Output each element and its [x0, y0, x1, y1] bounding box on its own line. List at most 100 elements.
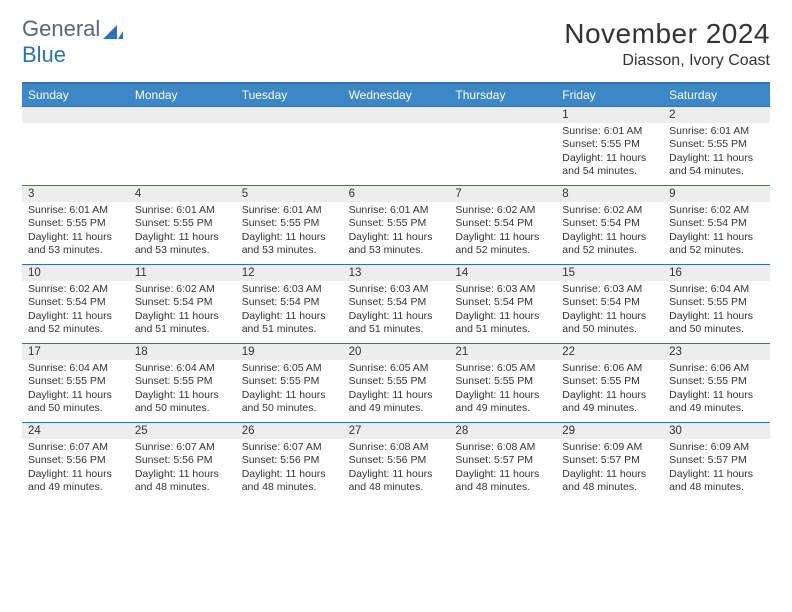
sunset-text: Sunset: 5:56 PM [135, 454, 230, 467]
weekday-header: Thursday [449, 84, 556, 106]
sunset-text: Sunset: 5:55 PM [242, 375, 337, 388]
day-body: Sunrise: 6:07 AMSunset: 5:56 PMDaylight:… [22, 439, 129, 501]
day-cell: 2Sunrise: 6:01 AMSunset: 5:55 PMDaylight… [663, 107, 770, 185]
sunrise-text: Sunrise: 6:08 AM [455, 441, 550, 454]
day-number: 28 [449, 423, 556, 439]
day-number: 14 [449, 265, 556, 281]
sunset-text: Sunset: 5:55 PM [455, 375, 550, 388]
sunrise-text: Sunrise: 6:03 AM [349, 283, 444, 296]
day-body [129, 123, 236, 185]
daylight-text: Daylight: 11 hours and 52 minutes. [455, 231, 550, 258]
day-body: Sunrise: 6:05 AMSunset: 5:55 PMDaylight:… [343, 360, 450, 422]
day-cell: 15Sunrise: 6:03 AMSunset: 5:54 PMDayligh… [556, 265, 663, 343]
calendar: SundayMondayTuesdayWednesdayThursdayFrid… [22, 82, 770, 501]
day-body: Sunrise: 6:03 AMSunset: 5:54 PMDaylight:… [343, 281, 450, 343]
day-cell: 21Sunrise: 6:05 AMSunset: 5:55 PMDayligh… [449, 344, 556, 422]
day-cell: 1Sunrise: 6:01 AMSunset: 5:55 PMDaylight… [556, 107, 663, 185]
day-cell: 26Sunrise: 6:07 AMSunset: 5:56 PMDayligh… [236, 423, 343, 501]
sunset-text: Sunset: 5:55 PM [349, 375, 444, 388]
day-number: 7 [449, 186, 556, 202]
daylight-text: Daylight: 11 hours and 52 minutes. [28, 310, 123, 337]
sunrise-text: Sunrise: 6:01 AM [669, 125, 764, 138]
day-cell [129, 107, 236, 185]
sunset-text: Sunset: 5:57 PM [562, 454, 657, 467]
sunrise-text: Sunrise: 6:04 AM [669, 283, 764, 296]
day-cell [343, 107, 450, 185]
header: General Blue November 2024 Diasson, Ivor… [22, 18, 770, 70]
daylight-text: Daylight: 11 hours and 48 minutes. [242, 468, 337, 495]
daylight-text: Daylight: 11 hours and 50 minutes. [562, 310, 657, 337]
day-number: 26 [236, 423, 343, 439]
weekday-header: Tuesday [236, 84, 343, 106]
day-body: Sunrise: 6:02 AMSunset: 5:54 PMDaylight:… [449, 202, 556, 264]
weekday-header: Saturday [663, 84, 770, 106]
day-cell: 12Sunrise: 6:03 AMSunset: 5:54 PMDayligh… [236, 265, 343, 343]
day-number: 2 [663, 107, 770, 123]
day-cell: 22Sunrise: 6:06 AMSunset: 5:55 PMDayligh… [556, 344, 663, 422]
day-body: Sunrise: 6:09 AMSunset: 5:57 PMDaylight:… [663, 439, 770, 501]
day-number: 24 [22, 423, 129, 439]
week-row: 10Sunrise: 6:02 AMSunset: 5:54 PMDayligh… [22, 264, 770, 343]
day-number: 29 [556, 423, 663, 439]
day-cell: 18Sunrise: 6:04 AMSunset: 5:55 PMDayligh… [129, 344, 236, 422]
day-body [236, 123, 343, 185]
day-body [343, 123, 450, 185]
daylight-text: Daylight: 11 hours and 51 minutes. [242, 310, 337, 337]
day-number: 12 [236, 265, 343, 281]
page-title: November 2024 [564, 18, 770, 50]
daylight-text: Daylight: 11 hours and 51 minutes. [135, 310, 230, 337]
sunset-text: Sunset: 5:55 PM [669, 138, 764, 151]
daylight-text: Daylight: 11 hours and 49 minutes. [562, 389, 657, 416]
sunrise-text: Sunrise: 6:07 AM [135, 441, 230, 454]
weekday-header: Monday [129, 84, 236, 106]
sunrise-text: Sunrise: 6:05 AM [455, 362, 550, 375]
day-number: 5 [236, 186, 343, 202]
day-number: 21 [449, 344, 556, 360]
sunset-text: Sunset: 5:57 PM [455, 454, 550, 467]
sail-icon [103, 23, 123, 44]
day-body: Sunrise: 6:04 AMSunset: 5:55 PMDaylight:… [22, 360, 129, 422]
week-row: 1Sunrise: 6:01 AMSunset: 5:55 PMDaylight… [22, 106, 770, 185]
day-body: Sunrise: 6:07 AMSunset: 5:56 PMDaylight:… [236, 439, 343, 501]
sunrise-text: Sunrise: 6:07 AM [28, 441, 123, 454]
day-body: Sunrise: 6:03 AMSunset: 5:54 PMDaylight:… [556, 281, 663, 343]
sunrise-text: Sunrise: 6:05 AM [242, 362, 337, 375]
sunrise-text: Sunrise: 6:03 AM [242, 283, 337, 296]
sunrise-text: Sunrise: 6:09 AM [562, 441, 657, 454]
day-number: 20 [343, 344, 450, 360]
sunrise-text: Sunrise: 6:02 AM [455, 204, 550, 217]
day-body: Sunrise: 6:08 AMSunset: 5:56 PMDaylight:… [343, 439, 450, 501]
day-cell [22, 107, 129, 185]
sunset-text: Sunset: 5:55 PM [562, 375, 657, 388]
sunset-text: Sunset: 5:55 PM [349, 217, 444, 230]
sunrise-text: Sunrise: 6:03 AM [455, 283, 550, 296]
weekday-header: Sunday [22, 84, 129, 106]
sunset-text: Sunset: 5:57 PM [669, 454, 764, 467]
daylight-text: Daylight: 11 hours and 51 minutes. [455, 310, 550, 337]
day-body: Sunrise: 6:01 AMSunset: 5:55 PMDaylight:… [236, 202, 343, 264]
day-cell: 25Sunrise: 6:07 AMSunset: 5:56 PMDayligh… [129, 423, 236, 501]
day-body: Sunrise: 6:05 AMSunset: 5:55 PMDaylight:… [449, 360, 556, 422]
sunrise-text: Sunrise: 6:01 AM [562, 125, 657, 138]
day-cell [449, 107, 556, 185]
logo: General Blue [22, 18, 123, 67]
daylight-text: Daylight: 11 hours and 50 minutes. [135, 389, 230, 416]
week-row: 3Sunrise: 6:01 AMSunset: 5:55 PMDaylight… [22, 185, 770, 264]
day-cell: 3Sunrise: 6:01 AMSunset: 5:55 PMDaylight… [22, 186, 129, 264]
sunset-text: Sunset: 5:55 PM [135, 375, 230, 388]
sunrise-text: Sunrise: 6:08 AM [349, 441, 444, 454]
location: Diasson, Ivory Coast [564, 52, 770, 70]
daylight-text: Daylight: 11 hours and 49 minutes. [455, 389, 550, 416]
day-body: Sunrise: 6:01 AMSunset: 5:55 PMDaylight:… [343, 202, 450, 264]
daylight-text: Daylight: 11 hours and 48 minutes. [455, 468, 550, 495]
weekday-header-row: SundayMondayTuesdayWednesdayThursdayFrid… [22, 84, 770, 106]
day-cell: 6Sunrise: 6:01 AMSunset: 5:55 PMDaylight… [343, 186, 450, 264]
day-cell: 20Sunrise: 6:05 AMSunset: 5:55 PMDayligh… [343, 344, 450, 422]
daylight-text: Daylight: 11 hours and 49 minutes. [669, 389, 764, 416]
sunset-text: Sunset: 5:55 PM [669, 296, 764, 309]
day-number: 23 [663, 344, 770, 360]
day-number [129, 107, 236, 123]
daylight-text: Daylight: 11 hours and 51 minutes. [349, 310, 444, 337]
day-body [449, 123, 556, 185]
day-body [22, 123, 129, 185]
